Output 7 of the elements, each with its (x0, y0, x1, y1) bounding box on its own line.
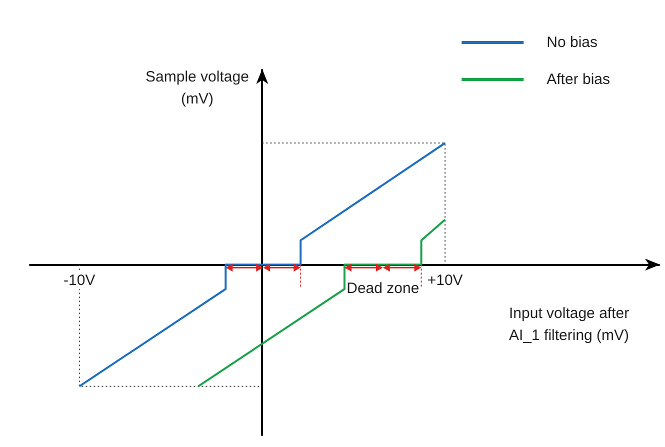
annotation: Dead zone (346, 280, 420, 298)
x-axis-title: Input voltage after AI_1 filtering (mV) (509, 305, 630, 344)
x-tick-label: +10V (427, 272, 463, 290)
y-axis-title: Sample voltage (mV) (146, 68, 249, 108)
legend-label: After bias (546, 71, 610, 88)
legend-label: No bias (546, 34, 598, 51)
x-tick-label: -10V (64, 272, 96, 290)
